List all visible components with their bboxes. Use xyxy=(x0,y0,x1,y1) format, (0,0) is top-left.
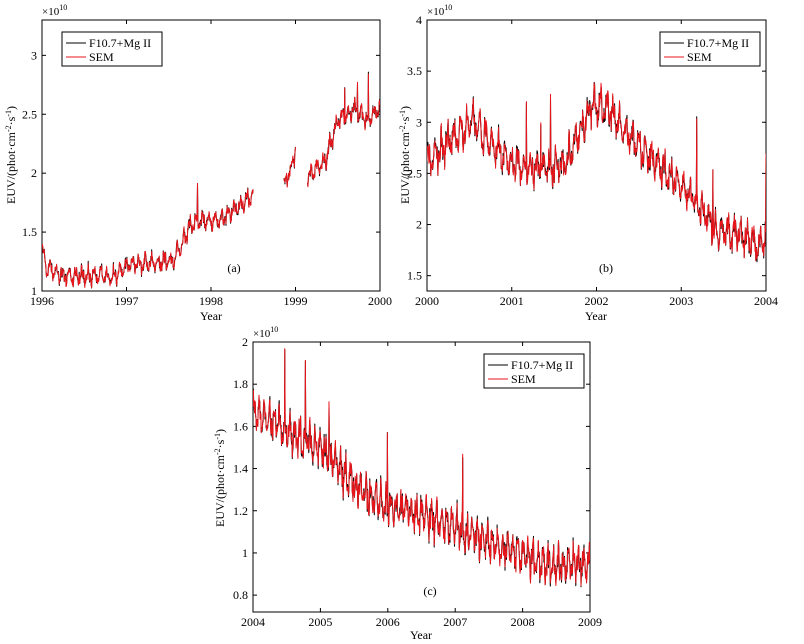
panel-c: 2004 2005 2006 2007 2008 2009 0.8 1 1.2 1.4 1.6 1.8… xyxy=(213,325,602,642)
legend-label-model: F10.7+Mg II xyxy=(511,358,573,372)
y-tick-label: 3.5 xyxy=(407,64,422,78)
x-axis-label: Year xyxy=(585,309,607,323)
y-tick-label: 2 xyxy=(242,335,248,349)
x-tick-label: 2001 xyxy=(500,294,524,308)
x-tick-label: 2004 xyxy=(754,294,778,308)
series-line-sem xyxy=(253,348,590,586)
y-axis-label: EUV/(phot·cm-2·s-1) xyxy=(4,106,18,204)
legend-label-sem: SEM xyxy=(511,372,536,386)
x-tick-label: 2005 xyxy=(308,615,332,629)
x-tick-label: 2007 xyxy=(443,615,467,629)
panel-tag: (c) xyxy=(423,584,436,598)
y-tick-label: 2 xyxy=(31,166,37,180)
y-tick-label: 4 xyxy=(416,13,422,27)
y-tick-label: 1.8 xyxy=(233,377,248,391)
x-tick-label: 1998 xyxy=(199,294,223,308)
y-exponent: ×1010 xyxy=(42,3,67,18)
legend-label-sem: SEM xyxy=(687,50,712,64)
legend-label-sem: SEM xyxy=(89,50,114,64)
y-axis-label: EUV/(phot·cm-2·s-1) xyxy=(213,429,227,527)
y-tick-label: 0.8 xyxy=(233,588,248,602)
x-axis-label: Year xyxy=(410,628,432,642)
x-tick-label: 2008 xyxy=(511,615,535,629)
y-tick-label: 1 xyxy=(242,546,248,560)
legend-box xyxy=(483,353,585,389)
panel-b: 2000 2001 2002 2003 2004 1.5 2 2.5 3 3.5 4 ×1010 E… xyxy=(398,3,778,323)
x-tick-label: 2000 xyxy=(415,294,439,308)
y-tick-label: 3 xyxy=(416,115,422,129)
panel-tag: (b) xyxy=(599,261,613,275)
y-exponent: ×1010 xyxy=(427,3,452,18)
plot-frame xyxy=(252,341,591,613)
series-lines xyxy=(427,81,766,263)
x-tick-label: 2009 xyxy=(578,615,602,629)
y-tick-label: 3 xyxy=(31,48,37,62)
x-tick-label: 2003 xyxy=(669,294,693,308)
y-tick-label: 1.5 xyxy=(22,225,37,239)
y-tick-label: 2.5 xyxy=(407,166,422,180)
axis-ticks: 2004 2005 2006 2007 2008 2009 0.8 1 1.2 1.4 1.6 1.8… xyxy=(233,335,602,629)
y-tick-label: 2 xyxy=(416,218,422,232)
series-lines xyxy=(253,348,590,588)
x-axis-label: Year xyxy=(200,309,222,323)
panel-tag: (a) xyxy=(227,261,240,275)
y-tick-label: 1.4 xyxy=(233,462,248,476)
series-lines xyxy=(42,71,380,289)
y-tick-label: 1.2 xyxy=(233,504,248,518)
series-line-sem xyxy=(42,73,380,289)
axis-ticks: 1996 1997 1998 1999 2000 1 1.5 2 2.5 3 xyxy=(22,20,392,308)
legend: F10.7+Mg II SEM xyxy=(61,31,163,67)
x-tick-label: 2000 xyxy=(368,294,392,308)
series-line-model xyxy=(42,71,380,289)
x-tick-label: 1997 xyxy=(115,294,139,308)
panel-a: 1996 1997 1998 1999 2000 1 1.5 2 2.5 3 ×1010 EUV/… xyxy=(4,3,392,323)
x-tick-label: 1996 xyxy=(30,294,54,308)
x-tick-label: 2002 xyxy=(585,294,609,308)
y-tick-label: 2.5 xyxy=(22,107,37,121)
axis-ticks: 2000 2001 2002 2003 2004 1.5 2 2.5 3 3.5 4 xyxy=(407,13,778,308)
series-line-sem xyxy=(427,82,766,262)
y-tick-label: 1.5 xyxy=(407,269,422,283)
legend: F10.7+Mg II SEM xyxy=(483,353,585,389)
legend-box xyxy=(61,31,163,67)
legend-label-model: F10.7+Mg II xyxy=(687,36,749,50)
x-tick-label: 2006 xyxy=(376,615,400,629)
y-axis-label: EUV/(phot·cm-2·s-1) xyxy=(398,106,412,204)
y-tick-label: 1.6 xyxy=(233,419,248,433)
x-tick-label: 2004 xyxy=(241,615,265,629)
legend-box xyxy=(659,31,761,67)
legend: F10.7+Mg II SEM xyxy=(659,31,761,67)
x-tick-label: 1999 xyxy=(284,294,308,308)
y-tick-label: 1 xyxy=(31,284,37,298)
legend-label-model: F10.7+Mg II xyxy=(89,36,151,50)
y-exponent: ×1010 xyxy=(253,325,278,340)
